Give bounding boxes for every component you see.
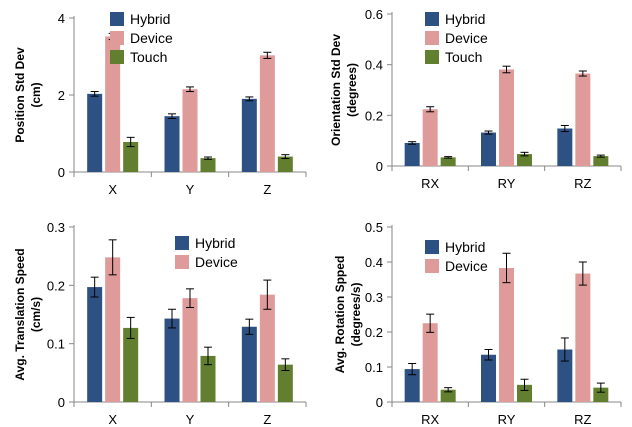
- y-tick-label: 0.1: [365, 360, 383, 375]
- y-tick-label: 0.2: [365, 108, 383, 123]
- y-tick-label: 4: [58, 11, 65, 26]
- x-tick-label: RY: [498, 412, 516, 427]
- x-tick-label: RZ: [574, 176, 591, 191]
- y-tick-label: 0: [58, 165, 65, 180]
- x-tick-label: Y: [186, 412, 195, 427]
- legend-label: Hybrid: [195, 235, 235, 251]
- legend-label: Touch: [445, 49, 482, 65]
- bar-device: [575, 274, 590, 402]
- bar-device: [499, 69, 514, 166]
- bar-hybrid: [481, 133, 496, 166]
- x-tick-label: Y: [186, 182, 195, 197]
- y-tick-label: 0.3: [47, 220, 65, 235]
- x-tick-label: Z: [263, 182, 271, 197]
- legend-swatch-hybrid: [110, 12, 124, 26]
- y-axis-label: (cm/s): [29, 297, 43, 332]
- y-axis-label: Avg. Translation Speed: [13, 248, 27, 380]
- y-axis-label: (degrees): [345, 63, 359, 117]
- bar-touch: [441, 157, 456, 166]
- translation-speed-chart: 0 0.1 0.2 0.3 X Y Z Avg. Translation Speed (cm/s…: [13, 220, 306, 427]
- y-tick-label: 0.5: [365, 220, 383, 235]
- y-axis-label: Position Std Dev: [13, 47, 27, 143]
- legend-swatch-hybrid: [425, 240, 439, 254]
- bar-hybrid: [481, 355, 496, 402]
- y-tick-label: 0: [376, 395, 383, 410]
- legend-label: Touch: [130, 49, 167, 65]
- bar-hybrid: [242, 99, 257, 172]
- y-axis-label: (degrees/s): [349, 282, 363, 346]
- legend-label: Hybrid: [445, 239, 485, 255]
- bar-hybrid: [405, 143, 420, 166]
- orientation-std-dev-chart: 0 0.2 0.4 0.6 RX RY RZ Orientation Std Dev (degr…: [329, 7, 621, 191]
- y-axis-label: Orientation Std Dev: [329, 34, 343, 146]
- x-tick-label: RY: [498, 176, 516, 191]
- bar-device: [260, 55, 275, 172]
- x-tick-label: Z: [263, 412, 271, 427]
- y-axis-label: (cm): [29, 82, 43, 107]
- x-tick-label: RZ: [574, 412, 591, 427]
- bar-hybrid: [165, 319, 180, 402]
- legend-label: Device: [445, 258, 488, 274]
- bar-device: [183, 89, 198, 172]
- bar-device: [183, 298, 198, 402]
- bar-hybrid: [165, 116, 180, 172]
- bar-hybrid: [87, 94, 102, 172]
- bar-touch: [123, 328, 138, 402]
- y-tick-label: 0.4: [365, 255, 383, 270]
- y-axis-label: Avg. Rotation Spped: [333, 256, 347, 374]
- x-tick-label: RX: [421, 176, 439, 191]
- y-tick-label: 0.2: [47, 278, 65, 293]
- y-tick-label: 2: [58, 88, 65, 103]
- x-tick-label: RX: [421, 412, 439, 427]
- legend-swatch-device: [425, 31, 439, 45]
- legend-label: Hybrid: [130, 11, 170, 27]
- legend-swatch-device: [175, 255, 189, 269]
- bar-device: [423, 109, 438, 166]
- legend-swatch-device: [425, 259, 439, 273]
- y-tick-label: 0.3: [365, 290, 383, 305]
- bar-device: [260, 295, 275, 402]
- y-tick-label: 0.2: [365, 325, 383, 340]
- y-tick-label: 0: [58, 395, 65, 410]
- legend-label: Device: [445, 30, 488, 46]
- legend-swatch-touch: [425, 50, 439, 64]
- legend-label: Hybrid: [445, 11, 485, 27]
- bar-device: [105, 257, 120, 402]
- bar-hybrid: [242, 327, 257, 402]
- legend-label: Device: [195, 254, 238, 270]
- legend-swatch-hybrid: [425, 12, 439, 26]
- y-tick-label: 0.4: [365, 58, 383, 73]
- legend-swatch-hybrid: [175, 236, 189, 250]
- y-tick-label: 0.1: [47, 337, 65, 352]
- x-tick-label: X: [108, 182, 117, 197]
- y-tick-label: 0.6: [365, 7, 383, 22]
- legend-swatch-touch: [110, 50, 124, 64]
- position-std-dev-chart: 0 2 4 X Y Z Position Std Dev (cm) Hybrid Device To…: [13, 11, 306, 197]
- bar-device: [499, 268, 514, 402]
- bar-hybrid: [87, 287, 102, 402]
- rotation-speed-chart: 0 0.1 0.2 0.3 0.4 0.5 RX RY RZ Avg. Rotation Sppe…: [333, 220, 621, 427]
- bar-touch: [201, 158, 216, 172]
- bar-hybrid: [557, 129, 572, 166]
- legend-label: Device: [130, 30, 173, 46]
- bar-device: [423, 323, 438, 402]
- legend-swatch-device: [110, 31, 124, 45]
- x-tick-label: X: [108, 412, 117, 427]
- y-tick-label: 0: [376, 159, 383, 174]
- bar-device: [575, 74, 590, 166]
